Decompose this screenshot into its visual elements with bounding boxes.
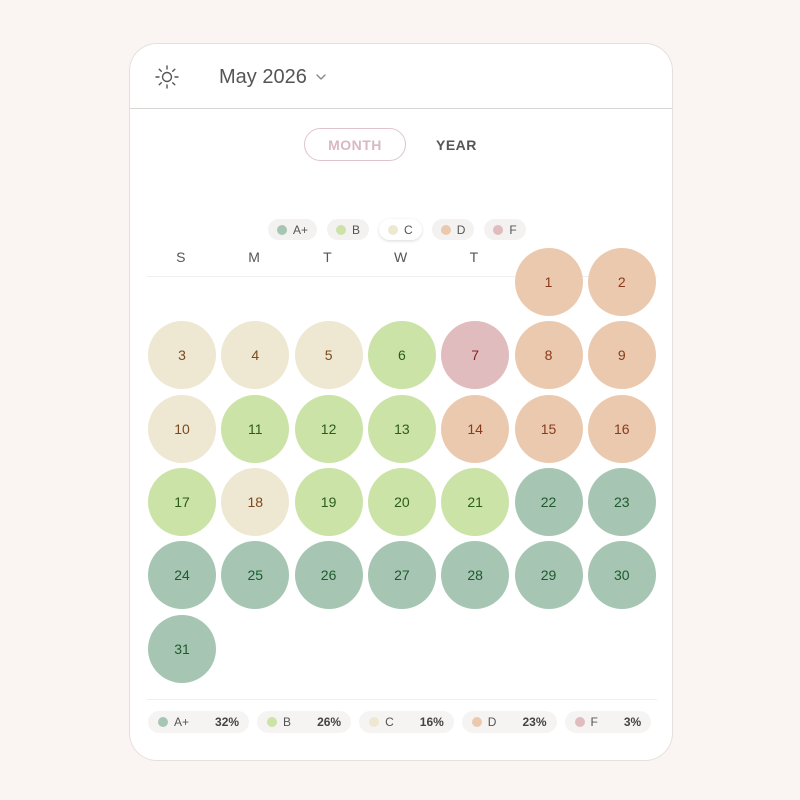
day-cell[interactable]: 24 <box>148 541 216 610</box>
day-cell[interactable]: 2 <box>587 248 656 316</box>
grade-stat-b: B 26% <box>257 711 352 733</box>
weekday-label: T <box>469 249 479 265</box>
grade-dot <box>388 224 399 235</box>
grade-stat-label: D <box>487 715 497 729</box>
view-toggle: MONTH YEAR <box>304 128 499 161</box>
day-cell[interactable]: 10 <box>148 394 216 463</box>
grade-dot <box>336 224 347 235</box>
grade-stat-label: A+ <box>174 715 190 729</box>
day-cell[interactable]: 31 <box>148 614 216 683</box>
filter-chip-label: A+ <box>293 222 309 237</box>
day-cell[interactable]: 27 <box>367 541 436 610</box>
day-cell[interactable]: 8 <box>514 321 583 390</box>
grade-dot <box>267 717 278 727</box>
filter-chip-label: F <box>509 222 517 237</box>
day-cell[interactable]: 12 <box>294 394 363 463</box>
weekday-label: T <box>323 249 333 265</box>
weekday-label: S <box>176 249 186 265</box>
grade-stat-label: B <box>283 715 292 729</box>
grade-stat-label: C <box>385 715 394 729</box>
grade-dot <box>277 224 287 235</box>
grade-stat-percent: 26% <box>317 715 342 729</box>
tab-year[interactable]: YEAR <box>436 136 477 153</box>
day-cell[interactable]: 28 <box>441 541 510 610</box>
weekday-label: M <box>248 249 261 265</box>
grade-dot <box>574 717 585 727</box>
grade-filter-bar: A+ B C D F <box>268 219 526 241</box>
day-cell[interactable]: 14 <box>441 394 510 463</box>
day-cell[interactable]: 30 <box>587 541 656 610</box>
grade-stat-d: D 23% <box>461 711 557 733</box>
grade-dot <box>493 224 504 235</box>
day-cell[interactable]: 13 <box>367 394 436 463</box>
day-cell[interactable]: 18 <box>221 467 290 536</box>
grade-dot <box>158 717 168 727</box>
grade-stat-label: F <box>590 715 598 729</box>
day-cell[interactable]: 20 <box>367 467 436 536</box>
filter-chip-b[interactable]: B <box>327 219 370 240</box>
grade-dot <box>440 224 451 235</box>
sun-icon[interactable] <box>154 64 180 90</box>
filter-chip-f[interactable]: F <box>484 219 526 240</box>
chevron-down-icon <box>316 74 326 80</box>
grade-stat-percent: 32% <box>215 715 240 729</box>
filter-chip-aplus[interactable]: A+ <box>268 219 318 240</box>
filter-chip-label: B <box>352 222 361 237</box>
day-cell[interactable]: 5 <box>294 321 363 390</box>
filter-chip-c[interactable]: C <box>379 219 422 240</box>
filter-chip-label: C <box>404 222 413 237</box>
grade-stat-percent: 3% <box>623 715 642 729</box>
month-selector[interactable]: May 2026 <box>219 62 327 92</box>
day-cell[interactable]: 26 <box>294 541 363 610</box>
filter-chip-d[interactable]: D <box>431 219 475 240</box>
day-cell[interactable]: 7 <box>441 321 510 390</box>
grade-dot <box>471 717 482 727</box>
day-cell[interactable]: 17 <box>148 467 216 536</box>
day-cell[interactable]: 23 <box>587 467 656 536</box>
day-cell[interactable]: 11 <box>221 394 290 463</box>
day-cell[interactable]: 19 <box>294 467 363 536</box>
divider <box>147 699 657 700</box>
grade-stat-percent: 23% <box>522 715 547 729</box>
day-cell[interactable]: 3 <box>148 321 216 390</box>
day-cell[interactable]: 4 <box>221 321 290 390</box>
day-cell[interactable]: 9 <box>587 321 656 390</box>
day-cell[interactable]: 22 <box>514 467 583 536</box>
grade-dot <box>369 717 380 727</box>
day-cell[interactable]: 15 <box>514 394 583 463</box>
grade-stat-c: C 16% <box>359 711 454 733</box>
day-cell[interactable]: 25 <box>221 541 290 610</box>
grade-stat-aplus: A+ 32% <box>148 711 250 733</box>
grade-summary: A+ 32% B 26% C 16% D 23% F 3% <box>148 711 652 733</box>
day-cell[interactable]: 16 <box>587 394 656 463</box>
day-cell[interactable]: 29 <box>514 541 583 610</box>
filter-chip-label: D <box>456 222 466 237</box>
tab-month[interactable]: MONTH <box>304 128 406 161</box>
weekday-label: W <box>394 249 408 265</box>
day-cell[interactable]: 1 <box>514 248 583 316</box>
month-label: May 2026 <box>219 65 307 88</box>
grade-stat-f: F 3% <box>564 711 652 733</box>
day-cell[interactable]: 21 <box>441 467 510 536</box>
day-cell[interactable]: 6 <box>367 321 436 390</box>
grade-stat-percent: 16% <box>419 715 444 729</box>
calendar-header: May 2026 <box>130 44 672 109</box>
